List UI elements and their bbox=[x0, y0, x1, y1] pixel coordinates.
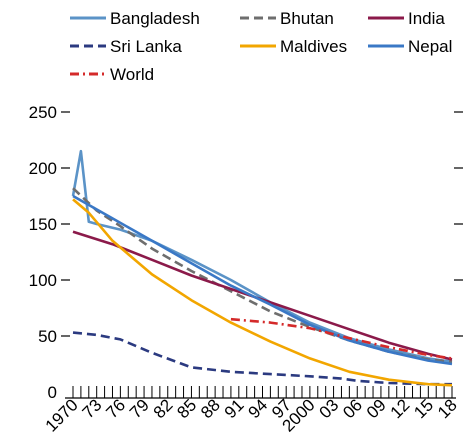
y-tick-label-150: 150 bbox=[29, 215, 57, 234]
legend-label-india: India bbox=[408, 9, 445, 28]
legend-label-sri-lanka: Sri Lanka bbox=[110, 37, 182, 56]
y-tick-label-200: 200 bbox=[29, 159, 57, 178]
legend: Bangladesh Bhutan India Sri Lanka Maldives Ne… bbox=[70, 9, 452, 84]
y-tick-label-50: 50 bbox=[38, 327, 57, 346]
axes: 0501001502002501970737679828588919497200… bbox=[29, 103, 463, 436]
legend-label-bhutan: Bhutan bbox=[280, 9, 334, 28]
series-line-world bbox=[230, 317, 453, 360]
series-line-nepal bbox=[72, 194, 453, 366]
legend-label-maldives: Maldives bbox=[280, 37, 347, 56]
series-line-bhutan bbox=[72, 187, 453, 364]
y-tick-label-250: 250 bbox=[29, 103, 57, 122]
series-line-maldives bbox=[72, 198, 453, 387]
legend-label-bangladesh: Bangladesh bbox=[110, 9, 200, 28]
series-line-india bbox=[72, 230, 453, 361]
series-lines bbox=[71, 149, 453, 387]
series-line-bangladesh bbox=[71, 149, 453, 364]
legend-label-nepal: Nepal bbox=[408, 37, 452, 56]
y-tick-label-0: 0 bbox=[48, 383, 57, 402]
legend-label-world: World bbox=[110, 65, 154, 84]
x-tick-label-2018: 18 bbox=[434, 395, 461, 422]
series-line-sri-lanka bbox=[72, 331, 452, 386]
y-tick-label-100: 100 bbox=[29, 271, 57, 290]
